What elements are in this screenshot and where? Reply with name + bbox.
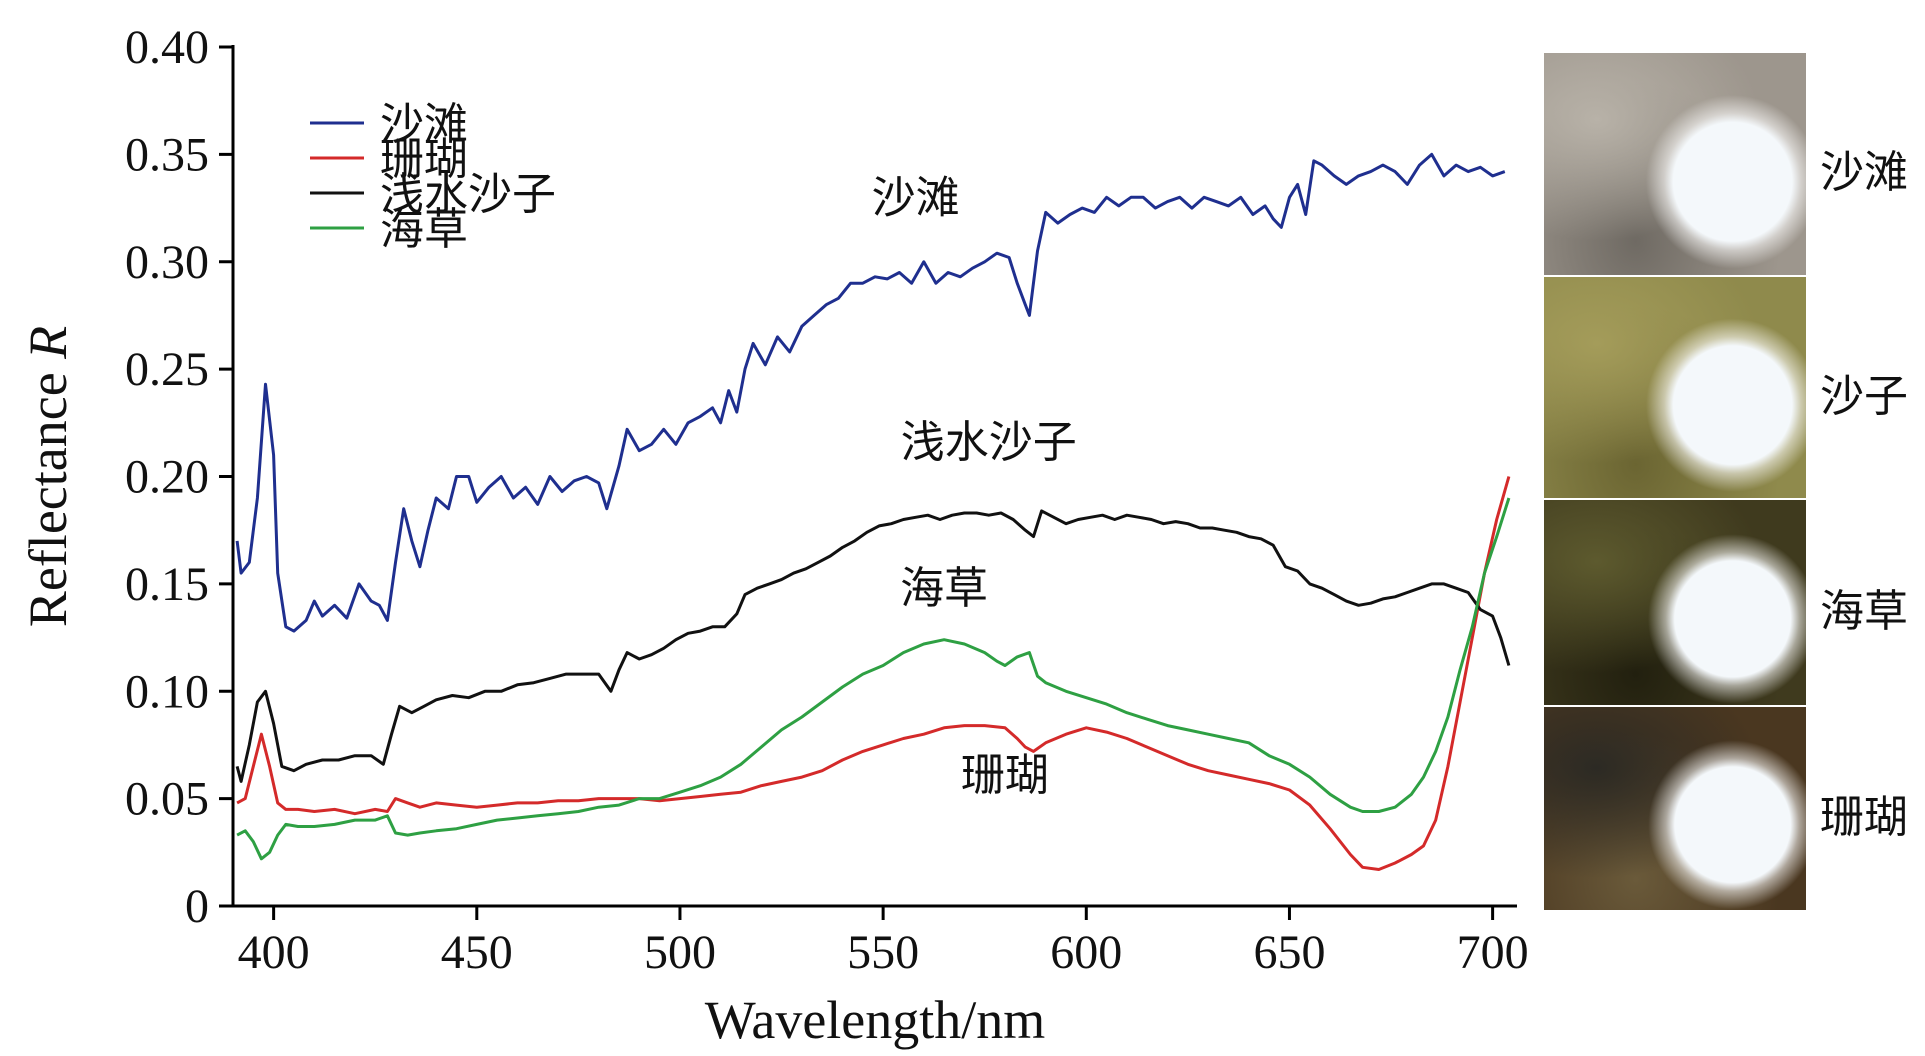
sample-photo-2 xyxy=(1544,277,1806,498)
x-tick-label: 700 xyxy=(1457,926,1529,979)
y-tick-label: 0.25 xyxy=(125,343,209,396)
series-line-3 xyxy=(235,509,1511,783)
y-axis-title: Reflectance R xyxy=(18,326,78,627)
y-tick-label: 0.40 xyxy=(125,21,209,74)
legend-label-4: 海草 xyxy=(380,204,468,255)
sample-photo-label-2: 沙子 xyxy=(1820,370,1908,422)
series-annotation-4: 海草 xyxy=(900,563,988,614)
series-annotation-2: 珊瑚 xyxy=(961,750,1049,801)
legend-label-2: 珊瑚 xyxy=(380,134,468,185)
y-tick-label: 0.10 xyxy=(125,665,209,718)
legend-label-3: 浅水沙子 xyxy=(380,169,556,220)
y-tick-label: 0.20 xyxy=(125,451,209,504)
series-line-2 xyxy=(236,476,1511,871)
chart-axis-titles: Wavelength/nm Reflectance R xyxy=(18,326,1045,1050)
sample-photo-label-3: 海草 xyxy=(1820,585,1908,637)
x-tick-label: 600 xyxy=(1050,926,1122,979)
chart-series-layer xyxy=(235,152,1511,871)
y-axis-title-main: Reflectance xyxy=(18,359,78,627)
y-tick-label: 0.35 xyxy=(125,128,209,181)
series-annotation-3: 浅水沙子 xyxy=(901,417,1077,468)
y-tick-label: 0.30 xyxy=(125,236,209,289)
series-line-4 xyxy=(236,497,1511,861)
x-tick-label: 400 xyxy=(238,926,310,979)
sample-photo-label-1: 沙滩 xyxy=(1820,147,1908,198)
series-annotation-1: 沙滩 xyxy=(872,172,960,223)
sample-photo-4 xyxy=(1544,707,1806,910)
chart-axes: 0 0.05 0.10 0.15 0.20 0.25 0.30 0.35 0.40 400 450 5… xyxy=(125,21,1529,979)
sample-photo-label-4: 珊瑚 xyxy=(1820,791,1908,843)
sample-photo-3 xyxy=(1544,500,1806,705)
y-axis-title-symbol: R xyxy=(18,326,78,360)
series-line-1 xyxy=(235,152,1506,633)
y-tick-label: 0.15 xyxy=(125,558,209,611)
x-tick-label: 450 xyxy=(441,926,513,979)
y-tick-label: 0.05 xyxy=(125,773,209,826)
x-axis-title: Wavelength/nm xyxy=(705,990,1046,1050)
legend-label-1: 沙滩 xyxy=(380,99,468,150)
x-tick-label: 500 xyxy=(644,926,716,979)
x-tick-label: 550 xyxy=(847,926,919,979)
sample-photo-1 xyxy=(1544,53,1806,275)
x-tick-label: 650 xyxy=(1253,926,1325,979)
y-tick-label: 0 xyxy=(185,880,209,933)
